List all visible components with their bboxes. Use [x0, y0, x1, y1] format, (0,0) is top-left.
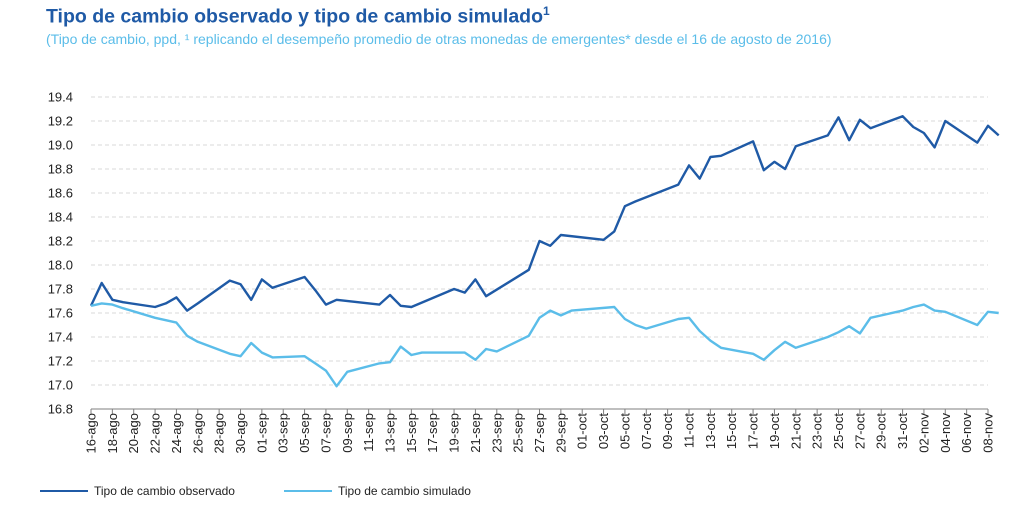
x-tick-label: 11-sep	[361, 413, 376, 452]
y-tick-label: 17.4	[48, 330, 73, 345]
x-tick-label: 20-ago	[126, 413, 141, 453]
y-tick-label: 18.2	[48, 234, 73, 249]
x-tick-label: 29-oct	[874, 413, 889, 450]
x-tick-label: 09-sep	[340, 413, 355, 453]
y-tick-label: 19.2	[48, 114, 73, 129]
x-tick-label: 16-ago	[84, 413, 99, 453]
legend-swatch-simulated	[284, 490, 332, 492]
x-tick-label: 06-nov	[959, 413, 974, 453]
x-tick-label: 25-oct	[831, 413, 846, 450]
y-tick-label: 17.6	[48, 306, 73, 321]
x-tick-label: 13-sep	[383, 413, 398, 453]
x-tick-label: 07-sep	[318, 413, 333, 453]
x-tick-label: 19-oct	[767, 413, 782, 450]
x-axis: 16-ago 18-ago 20-ago 22-ago 24-ago 26-ago 28-a…	[84, 408, 996, 453]
legend-label-simulated: Tipo de cambio simulado	[338, 484, 471, 498]
x-tick-label: 17-sep	[425, 413, 440, 453]
series-line-observed	[89, 114, 1000, 312]
y-tick-label: 18.0	[48, 258, 73, 273]
y-tick-label: 17.2	[48, 354, 73, 369]
y-axis: 19.4 19.2 19.0 18.8 18.6 18.4 18.2 18.0 17.8 17.6…	[48, 90, 73, 417]
y-tick-label: 16.8	[48, 402, 73, 417]
x-tick-label: 27-oct	[852, 413, 867, 450]
gridlines	[91, 96, 988, 386]
x-tick-label: 15-oct	[724, 413, 739, 450]
x-tick-label: 03-oct	[596, 413, 611, 450]
x-tick-label: 09-oct	[660, 413, 675, 450]
x-tick-label: 29-sep	[553, 413, 568, 453]
y-tick-label: 18.6	[48, 186, 73, 201]
y-tick-label: 17.8	[48, 282, 73, 297]
y-tick-label: 18.8	[48, 162, 73, 177]
series-line-simulated	[90, 302, 999, 388]
x-tick-label: 01-oct	[575, 413, 590, 450]
x-tick-label: 26-ago	[190, 413, 205, 453]
chart-title: Tipo de cambio observado y tipo de cambi…	[46, 4, 550, 29]
series-lines	[89, 114, 1000, 388]
x-tick-label: 30-ago	[233, 413, 248, 453]
x-tick-label: 23-oct	[810, 413, 825, 450]
x-tick-label: 03-sep	[276, 413, 291, 453]
x-tick-label: 07-oct	[639, 413, 654, 450]
x-tick-label: 08-nov	[981, 413, 996, 453]
x-tick-label: 24-ago	[169, 413, 184, 453]
x-tick-label: 05-oct	[617, 413, 632, 450]
x-tick-label: 02-nov	[916, 413, 931, 453]
x-tick-label: 04-nov	[938, 413, 953, 453]
x-tick-label: 21-sep	[468, 413, 483, 453]
y-tick-label: 18.4	[48, 210, 73, 225]
x-tick-label: 17-oct	[746, 413, 761, 450]
x-tick-label: 28-ago	[212, 413, 227, 453]
x-tick-label: 15-sep	[404, 413, 419, 453]
y-tick-label: 19.4	[48, 90, 73, 105]
y-tick-label: 19.0	[48, 138, 73, 153]
title-footnote-mark: 1	[542, 4, 550, 18]
y-tick-label: 17.0	[48, 378, 73, 393]
legend-item-simulated: Tipo de cambio simulado	[284, 484, 471, 498]
chart-subtitle: (Tipo de cambio, ppd, ¹ replicando el de…	[46, 31, 832, 47]
x-tick-label: 13-oct	[703, 413, 718, 450]
x-tick-label: 19-sep	[447, 413, 462, 453]
x-tick-label: 21-oct	[788, 413, 803, 450]
legend-item-observed: Tipo de cambio observado	[40, 484, 235, 498]
x-tick-label: 11-oct	[682, 413, 697, 449]
x-tick-label: 23-sep	[489, 413, 504, 453]
x-tick-label: 27-sep	[532, 413, 547, 453]
chart-title-text: Tipo de cambio observado y tipo de cambi…	[46, 5, 543, 28]
legend-label-observed: Tipo de cambio observado	[94, 484, 235, 498]
legend-swatch-observed	[40, 490, 88, 492]
x-tick-label: 01-sep	[254, 413, 269, 453]
x-tick-label: 25-sep	[511, 413, 526, 453]
x-tick-label: 22-ago	[148, 413, 163, 453]
x-tick-label: 05-sep	[297, 413, 312, 453]
x-tick-label: 31-oct	[895, 413, 910, 450]
x-tick-label: 18-ago	[105, 413, 120, 453]
